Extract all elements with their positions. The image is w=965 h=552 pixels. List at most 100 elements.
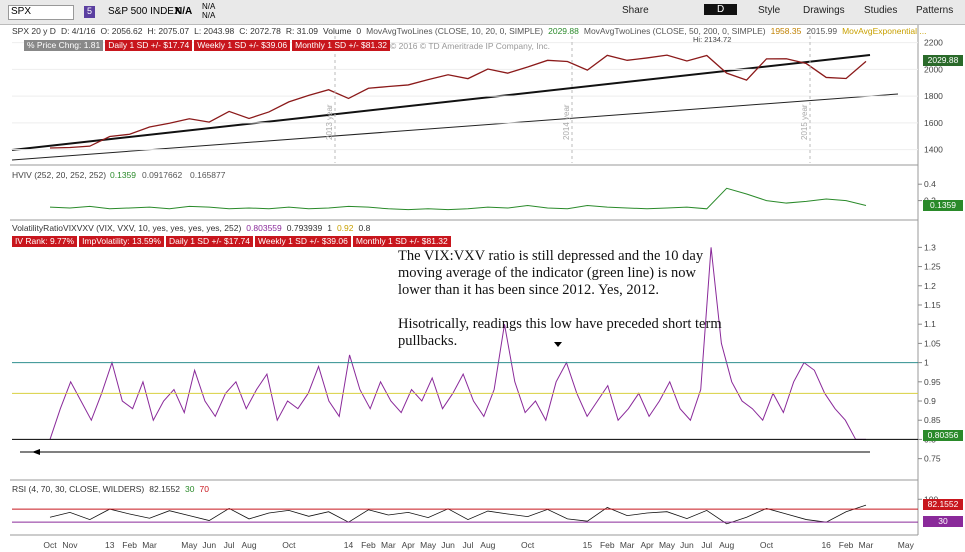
info-field: D: 4/1/16 [60, 26, 96, 36]
series-line [49, 247, 866, 440]
y-tick-label: 2000 [924, 64, 943, 74]
tag: Weekly 1 SD +/- $39.06 [194, 40, 291, 51]
info-field: 0 [356, 26, 362, 36]
y-tick-label: 0.85 [924, 415, 941, 425]
x-tick-label: Feb [600, 540, 615, 550]
style-button[interactable]: Style [758, 5, 781, 16]
y-tick-label: 2200 [924, 38, 943, 48]
x-tick-label: Jun [202, 540, 216, 550]
symbol-box[interactable]: SPX [8, 5, 74, 20]
copyright: © 2016 © TD Ameritrade IP Company, Inc. [390, 41, 550, 51]
change: N/A N/A [202, 2, 215, 20]
tag: Daily 1 SD +/- $17.74 [105, 40, 193, 51]
study-value: 1 [327, 223, 332, 233]
y-tick-label: 1.2 [924, 281, 936, 291]
study-value: 30 [185, 484, 195, 494]
marker [554, 342, 562, 347]
last-price: N/A [175, 6, 193, 17]
price-label: 2029.88 [923, 55, 963, 67]
y-tick-label: 1.25 [924, 262, 941, 272]
study-header: HVIV (252, 20, 252, 252) [12, 170, 107, 180]
x-tick-label: Jun [680, 540, 694, 550]
x-tick-label: Oct [282, 540, 296, 550]
x-tick-label: Apr [402, 540, 415, 550]
info-field: MovAvgTwoLines (CLOSE, 50, 200, 0, SIMPL… [583, 26, 766, 36]
change-percent: N/A [202, 11, 216, 20]
annotation-text: Hisotrically, readings this low have pre… [398, 316, 722, 349]
x-tick-label: Mar [620, 540, 635, 550]
price-tags: % Price Chng: 1.81 Daily 1 SD +/- $17.74 W… [24, 40, 392, 51]
x-tick-label: Oct [521, 540, 535, 550]
y-tick-label: 0.4 [924, 179, 936, 189]
x-tick-label: Jul [463, 540, 474, 550]
x-tick-label: Apr [640, 540, 653, 550]
study-value: 0.793939 [286, 223, 323, 233]
y-tick-label: 0.95 [924, 377, 941, 387]
info-field: MovAvgTwoLines (CLOSE, 10, 20, 0, SIMPLE… [366, 26, 544, 36]
y-tick-label: 1.1 [924, 319, 936, 329]
x-tick-label: Oct [43, 540, 57, 550]
x-tick-label: May [659, 540, 676, 550]
y-tick-label: 0.9 [924, 396, 936, 406]
x-tick-label: May [898, 540, 915, 550]
info-field: 2015.99 [806, 26, 838, 36]
tag: IV Rank: 9.77% [12, 236, 78, 247]
info-field: R: 31.09 [285, 26, 319, 36]
share-button[interactable]: Share [622, 5, 649, 16]
x-tick-label: Feb [839, 540, 854, 550]
x-tick-label: Jun [441, 540, 455, 550]
x-tick-label: 16 [821, 540, 831, 550]
year-label: 2013 year [325, 104, 334, 140]
study-header: RSI (4, 70, 30, CLOSE, WILDERS) 82.1552 30… [12, 484, 214, 494]
info-field: L: 2043.98 [194, 26, 235, 36]
y-tick-label: 0.75 [924, 454, 941, 464]
study-value: 70 [199, 484, 209, 494]
study-value: 82.1552 [149, 484, 180, 494]
year-label: 2015 year [800, 104, 809, 140]
badge: 5 [84, 6, 95, 18]
x-tick-label: Jul [701, 540, 712, 550]
year-label: 2014 year [562, 104, 571, 140]
patterns-button[interactable]: Patterns [916, 5, 954, 16]
study-value: 0.803559 [246, 223, 282, 233]
study-value: RSI (4, 70, 30, CLOSE, WILDERS) [12, 484, 145, 494]
x-tick-label: 15 [583, 540, 593, 550]
study-value: 0.0917662 [142, 170, 183, 180]
study-value: 0.92 [336, 223, 354, 233]
y-tick-label: 1600 [924, 118, 943, 128]
y-tick-label: 1.05 [924, 338, 941, 348]
info-field: C: 2072.78 [239, 26, 281, 36]
price-label: 0.1359 [923, 199, 963, 211]
symbol: SPX [11, 6, 32, 17]
price-label: 0.80356 [923, 430, 963, 442]
studies-button[interactable]: Studies [864, 5, 898, 16]
trend-line [11, 93, 899, 161]
info-bar: SPX 20 y D D: 4/1/16 O: 2056.62 H: 2075.07 L… [12, 26, 931, 36]
x-tick-label: May [420, 540, 437, 550]
info-field: SPX 20 y D [12, 26, 56, 36]
tag: Daily 1 SD +/- $17.74 [165, 236, 253, 247]
study-value: 0.8 [358, 223, 371, 233]
x-tick-label: Mar [142, 540, 157, 550]
study-value: 0.165877 [190, 170, 226, 180]
tag: Monthly 1 SD +/- $81.32 [352, 236, 451, 247]
info-field: 2029.88 [548, 26, 579, 36]
drawings-button[interactable]: Drawings [803, 5, 845, 16]
info-field: 1958.35 [770, 26, 802, 36]
series-line [49, 504, 867, 525]
arrow-head [32, 449, 40, 455]
series-line [49, 54, 867, 149]
study-value: 0.1359 [110, 170, 136, 180]
x-tick-label: Mar [381, 540, 396, 550]
x-tick-label: May [181, 540, 198, 550]
symbol-name: S&P 500 INDEX [108, 6, 181, 17]
tag: % Price Chng: 1.81 [24, 40, 104, 51]
x-tick-label: 13 [105, 540, 115, 550]
x-tick-label: Oct [760, 540, 774, 550]
y-tick-label: 1400 [924, 145, 943, 155]
info-field: Volume [323, 26, 352, 36]
aggregation-button[interactable]: D [704, 4, 738, 15]
x-tick-label: Jul [224, 540, 235, 550]
x-tick-label: 14 [344, 540, 354, 550]
